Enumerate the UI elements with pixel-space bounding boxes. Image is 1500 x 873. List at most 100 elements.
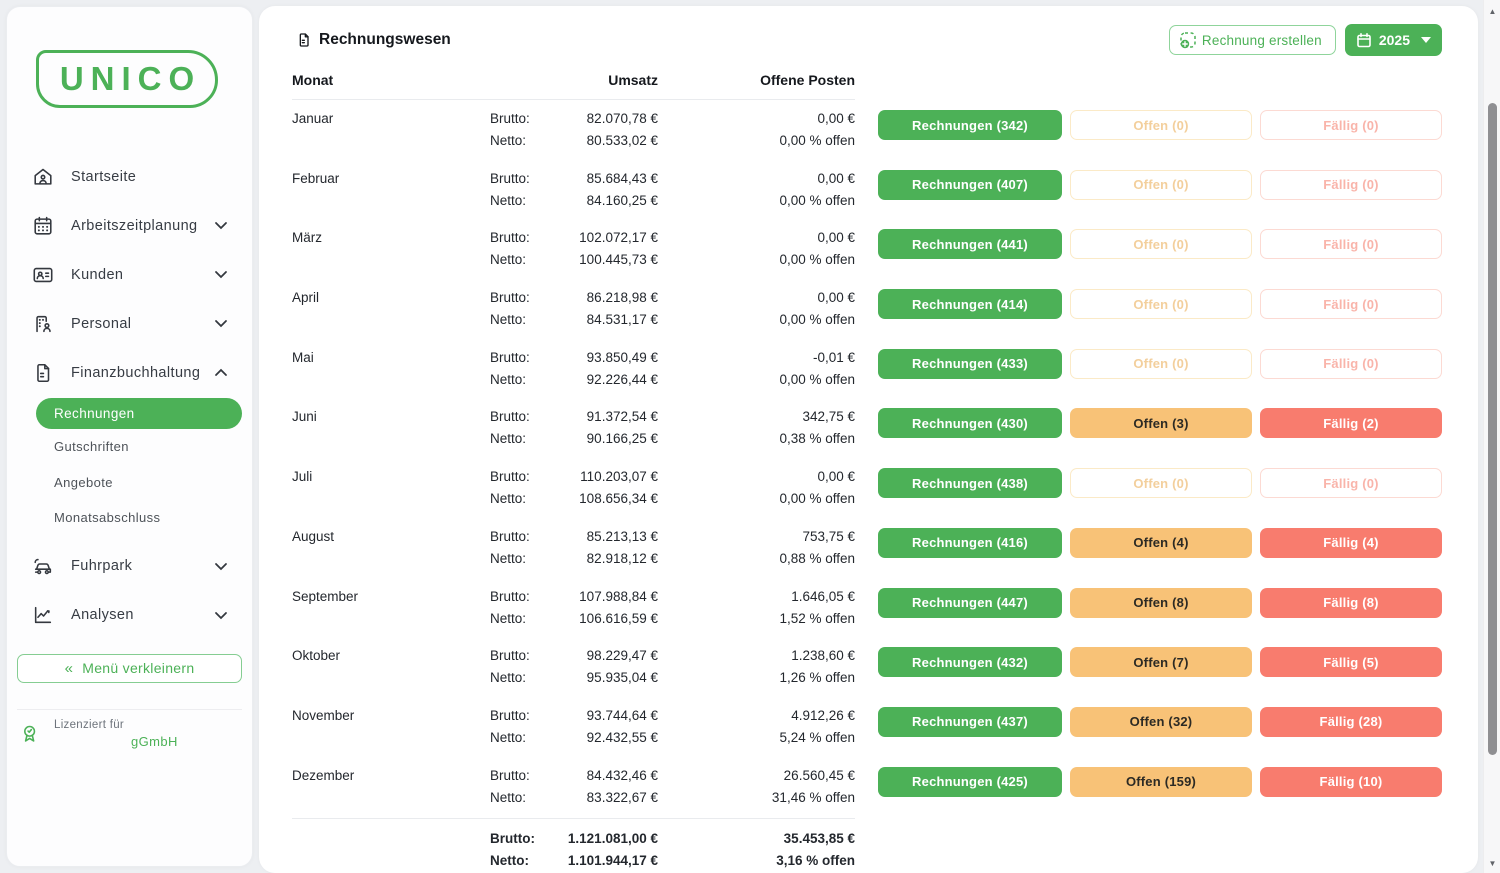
month-label: Februar — [292, 170, 340, 186]
invoices-button[interactable]: Rechnungen (441) — [878, 229, 1062, 260]
create-invoice-label: Rechnung erstellen — [1201, 32, 1322, 48]
sidebar-item-analysen[interactable]: Analysen — [7, 591, 252, 640]
invoices-button[interactable]: Rechnungen (432) — [878, 647, 1062, 678]
brutto-value: 82.070,78 € — [586, 111, 658, 126]
year-selector-button[interactable]: 2025 — [1344, 24, 1442, 56]
logo-text: UNICO — [59, 60, 202, 97]
sidebar-item-fuhrpark[interactable]: Fuhrpark — [7, 542, 252, 591]
dropdown-caret-icon — [1421, 37, 1431, 43]
open-percent: 0,00 % offen — [779, 312, 855, 328]
open-invoices-button[interactable]: Offen (0) — [1070, 289, 1252, 320]
brutto-value: 102.072,17 € — [579, 230, 658, 246]
netto-value: 80.533,02 € — [586, 133, 658, 148]
open-invoices-button[interactable]: Offen (0) — [1070, 229, 1252, 260]
brutto-label: Brutto: — [490, 648, 530, 664]
open-invoices-button[interactable]: Offen (0) — [1070, 348, 1252, 379]
brutto-value: 93.744,64 € — [586, 707, 658, 723]
month-label: Juni — [292, 409, 317, 425]
sidebar-item-startseite[interactable]: Startseite — [7, 152, 252, 201]
invoices-table: Monat Umsatz Offene Posten Januar Brutto… — [292, 72, 1442, 872]
brutto-value: 93.850,49 € — [586, 349, 658, 365]
invoices-button[interactable]: Rechnungen (416) — [878, 527, 1062, 558]
due-invoices-button[interactable]: Fällig (0) — [1260, 169, 1442, 200]
due-invoices-button[interactable]: Fällig (0) — [1260, 348, 1442, 379]
page-title-text: Rechnungswesen — [319, 31, 451, 48]
column-header-monat: Monat — [292, 72, 334, 88]
scrollbar-thumb[interactable] — [1488, 103, 1497, 755]
brutto-label: Brutto: — [490, 170, 530, 186]
sidebar-nav: Startseite Arbeitszeitplanung Kunden — [7, 152, 252, 640]
scroll-down-arrow-icon[interactable]: ▼ — [1488, 859, 1497, 868]
due-invoices-button[interactable]: Fällig (0) — [1260, 468, 1442, 499]
open-invoices-button[interactable]: Offen (3) — [1070, 408, 1252, 439]
open-invoices-button[interactable]: Offen (0) — [1070, 110, 1252, 140]
license-name: gGmbH — [131, 733, 178, 749]
table-row: September Brutto: Netto: 107.988,84 € 10… — [292, 578, 1442, 638]
table-row: August Brutto: Netto: 85.213,13 € 82.918… — [292, 518, 1442, 578]
invoices-button[interactable]: Rechnungen (447) — [878, 587, 1062, 618]
due-invoices-button[interactable]: Fällig (28) — [1260, 706, 1442, 737]
month-rows: Januar Brutto: Netto: 82.070,78 € 80.533… — [292, 100, 1442, 816]
invoices-button[interactable]: Rechnungen (407) — [878, 169, 1062, 200]
sidebar-subitem-angebote[interactable]: Angebote — [7, 465, 252, 501]
open-invoices-button[interactable]: Offen (4) — [1070, 527, 1252, 558]
sidebar-item-finanzbuchhaltung[interactable]: Finanzbuchhaltung — [7, 348, 252, 397]
open-percent: 5,24 % offen — [779, 729, 855, 745]
invoices-button[interactable]: Rechnungen (437) — [878, 706, 1062, 737]
sidebar-subitem-label: Angebote — [54, 474, 113, 490]
open-percent: 0,00 % offen — [779, 252, 855, 268]
vertical-scrollbar: ▲ ▼ — [1483, 0, 1500, 873]
netto-label: Netto: — [490, 431, 527, 447]
open-percent: 0,00 % offen — [779, 133, 855, 148]
open-percent: 0,00 % offen — [779, 491, 855, 507]
sidebar-item-personal[interactable]: Personal — [7, 299, 252, 348]
due-invoices-button[interactable]: Fällig (0) — [1260, 289, 1442, 320]
brutto-label: Brutto: — [490, 469, 530, 485]
brutto-value: 85.684,43 € — [586, 170, 658, 186]
invoices-button[interactable]: Rechnungen (430) — [878, 408, 1062, 439]
due-invoices-button[interactable]: Fällig (5) — [1260, 647, 1442, 678]
table-row: Februar Brutto: Netto: 85.684,43 € 84.16… — [292, 160, 1442, 220]
open-invoices-button[interactable]: Offen (0) — [1070, 169, 1252, 200]
due-invoices-button[interactable]: Fällig (0) — [1260, 110, 1442, 140]
open-invoices-button[interactable]: Offen (32) — [1070, 706, 1252, 737]
license-label: Lizenziert für — [54, 718, 125, 731]
open-invoices-button[interactable]: Offen (159) — [1070, 766, 1252, 797]
chevron-up-icon — [214, 368, 228, 377]
year-label: 2025 — [1378, 32, 1410, 48]
due-invoices-button[interactable]: Fällig (2) — [1260, 408, 1442, 439]
due-invoices-button[interactable]: Fällig (0) — [1260, 229, 1442, 260]
sidebar-subitem-label: Rechnungen — [54, 406, 135, 421]
netto-value: 90.166,25 € — [586, 431, 658, 447]
column-header-offene-posten: Offene Posten — [760, 72, 855, 88]
open-invoices-button[interactable]: Offen (8) — [1070, 587, 1252, 618]
open-invoices-button[interactable]: Offen (0) — [1070, 468, 1252, 499]
sidebar-item-label: Analysen — [71, 607, 134, 623]
netto-value: 92.226,44 € — [586, 371, 658, 387]
invoices-button[interactable]: Rechnungen (342) — [878, 110, 1062, 140]
due-invoices-button[interactable]: Fällig (8) — [1260, 587, 1442, 618]
create-invoice-button[interactable]: Rechnung erstellen — [1168, 25, 1336, 55]
scroll-up-arrow-icon[interactable]: ▲ — [1488, 7, 1497, 16]
brutto-value: 107.988,84 € — [579, 588, 658, 604]
invoices-button[interactable]: Rechnungen (425) — [878, 766, 1062, 797]
brutto-label: Brutto: — [490, 588, 530, 604]
due-invoices-button[interactable]: Fällig (10) — [1260, 766, 1442, 797]
netto-label: Netto: — [490, 133, 527, 148]
open-invoices-button[interactable]: Offen (7) — [1070, 647, 1252, 678]
sidebar-subitem-rechnungen[interactable]: Rechnungen — [36, 398, 242, 429]
netto-value: 83.322,67 € — [586, 789, 658, 805]
sidebar-item-arbeitszeitplanung[interactable]: Arbeitszeitplanung — [7, 201, 252, 250]
table-row: Mai Brutto: Netto: 93.850,49 € 92.226,44… — [292, 339, 1442, 399]
sidebar-item-kunden[interactable]: Kunden — [7, 250, 252, 299]
due-invoices-button[interactable]: Fällig (4) — [1260, 527, 1442, 558]
sidebar-subitem-monatsabschluss[interactable]: Monatsabschluss — [7, 500, 252, 536]
open-amount: 342,75 € — [802, 409, 855, 425]
invoices-button[interactable]: Rechnungen (438) — [878, 468, 1062, 499]
invoices-button[interactable]: Rechnungen (414) — [878, 289, 1062, 320]
sidebar-subitem-gutschriften[interactable]: Gutschriften — [7, 429, 252, 465]
table-row: Januar Brutto: Netto: 82.070,78 € 80.533… — [292, 100, 1442, 160]
collapse-menu-button[interactable]: « Menü verkleinern — [17, 653, 242, 683]
netto-value: 84.531,17 € — [586, 312, 658, 328]
invoices-button[interactable]: Rechnungen (433) — [878, 348, 1062, 379]
